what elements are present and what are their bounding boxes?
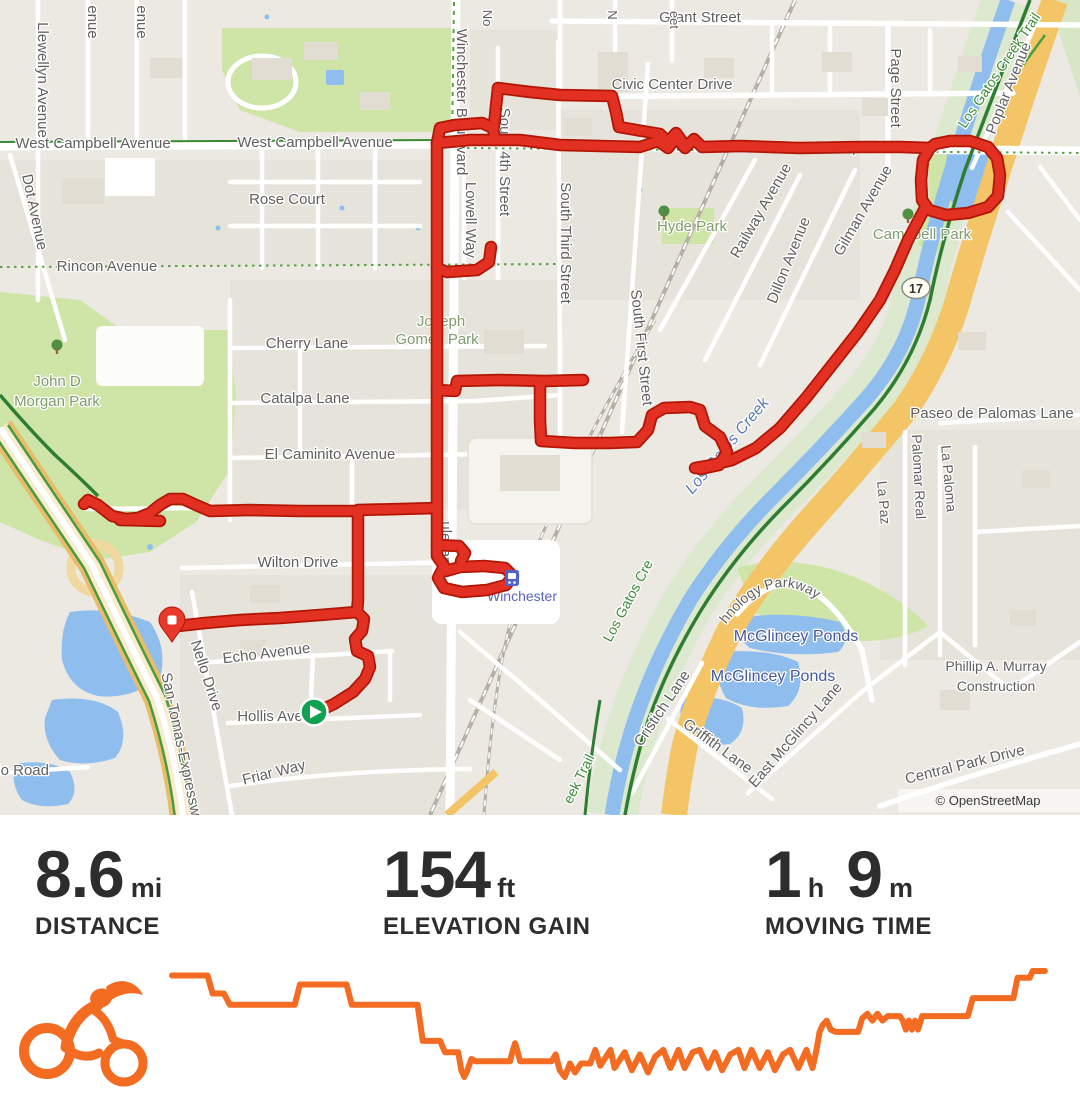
route-segment: [432, 242, 496, 277]
tree-icon: [902, 208, 914, 223]
buildings-layer: [62, 42, 1050, 710]
map-label: Catalpa Lane: [260, 390, 349, 407]
map-label: enue: [133, 5, 150, 38]
map-label: Construction: [957, 678, 1036, 694]
map-label: Rincon Avenue: [57, 258, 158, 275]
route-segment: [173, 607, 362, 631]
tree-icon: [51, 339, 63, 354]
map-label: Page Street: [887, 48, 904, 128]
map-canvas[interactable]: Campbell Technology Parkway Grant Street…: [0, 0, 1080, 815]
elevation-section: [0, 951, 1080, 1101]
cyclist-icon: [19, 981, 148, 1087]
map-label: McGlincey Ponds: [734, 628, 859, 645]
route-segment: [493, 83, 689, 149]
map-label: Cherry Lane: [266, 335, 349, 352]
gps-route: [77, 81, 1007, 718]
map-pin-icon: [158, 606, 186, 643]
map-label: West Campbell Avenue: [237, 134, 392, 151]
distance-unit: mi: [130, 873, 163, 903]
expressway: [0, 420, 197, 815]
elevation-label: ELEVATION GAIN: [383, 913, 591, 940]
map-label: Grant Street: [659, 9, 742, 26]
distance-value: 8.6: [35, 837, 125, 911]
markers-layer: [158, 570, 519, 727]
svg-text:© OpenStreetMap: © OpenStreetMap: [936, 793, 1041, 808]
map-label: Morgan Park: [14, 393, 100, 410]
route-segment: [489, 83, 503, 131]
map-label: McGlincey Ponds: [711, 668, 836, 685]
play-circle-icon: [299, 697, 329, 727]
time-minutes-unit: m: [888, 873, 913, 903]
map-label: Lowell Way: [462, 182, 479, 259]
map-label: No: [480, 10, 495, 27]
distance-label: DISTANCE: [35, 913, 160, 940]
stat-elevation-gain: 154 ft ELEVATION GAIN: [350, 841, 730, 941]
map-label: enue: [84, 5, 101, 38]
time-hours-unit: h: [807, 873, 825, 903]
route-segment: [916, 136, 1005, 220]
tree-icon: [658, 205, 670, 220]
map-label: Llewellyn Avenue: [34, 22, 51, 138]
time-hours: 1: [765, 837, 802, 911]
route-segment: [535, 376, 732, 474]
route-segment: [115, 515, 165, 526]
map-label: Civic Center Drive: [612, 76, 733, 93]
map-label: South Third Street: [557, 182, 574, 304]
map-label: Hollis Ave: [237, 708, 303, 725]
route-segment: [79, 494, 363, 524]
stat-distance: 8.6 mi DISTANCE: [0, 841, 350, 941]
map-label: El Caminito Avenue: [265, 446, 396, 463]
distance-value-row: 8.6 mi: [35, 841, 350, 907]
map-label: Paseo de Palomas Lane: [910, 405, 1073, 422]
elevation-value-row: 154 ft: [383, 841, 730, 907]
map-attribution[interactable]: © OpenStreetMap: [898, 789, 1080, 812]
map-label: N: [605, 10, 620, 19]
route-segment: [432, 375, 588, 396]
tree-icons: [51, 205, 914, 354]
route-segment: [432, 138, 518, 597]
map-label: Wilton Drive: [258, 554, 339, 571]
route-segment: [432, 540, 470, 566]
elevation-value: 154: [383, 837, 491, 911]
route-segment: [314, 503, 442, 716]
train-station-icon: [505, 570, 519, 586]
map-label: John D: [33, 373, 81, 390]
map-label: Hyde Park: [657, 218, 728, 235]
elevation-unit: ft: [497, 873, 516, 903]
route-segment: [690, 203, 930, 473]
map-label: La Paz: [874, 480, 894, 525]
elevation-profile: [169, 968, 1048, 1080]
map-label: eet: [667, 11, 682, 29]
map-label: Waldo Road: [0, 762, 49, 779]
map-label: West Campbell Avenue: [15, 135, 170, 152]
map-label: Rose Court: [249, 191, 326, 208]
highway-shield: 17: [901, 276, 931, 300]
map-label: Phillip A. Murray: [945, 658, 1046, 674]
svg-text:17: 17: [909, 282, 923, 296]
map-label: Campbell Park: [873, 226, 972, 243]
time-label: MOVING TIME: [765, 913, 932, 940]
map-label: Winchester Boulevard: [453, 29, 470, 176]
time-minutes: 9: [846, 837, 883, 911]
map-label: Palomar Real: [909, 434, 929, 520]
